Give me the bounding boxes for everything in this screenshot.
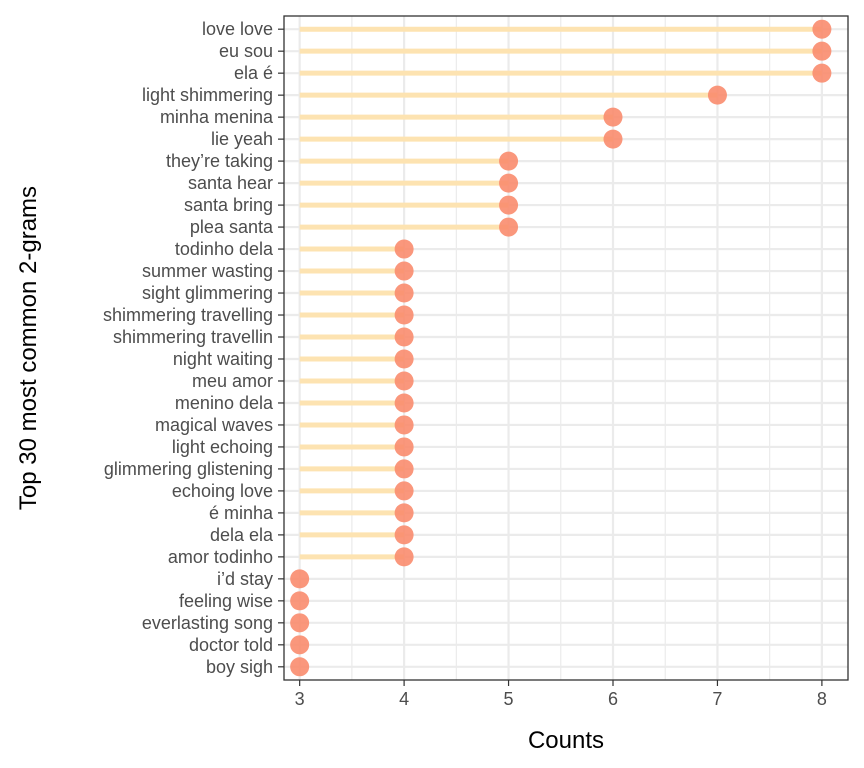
y-tick-label: meu amor	[192, 371, 273, 391]
y-tick-label: menino dela	[175, 393, 274, 413]
lollipop-point	[394, 459, 414, 479]
lollipop-point	[394, 261, 414, 281]
x-tick-label: 3	[295, 689, 305, 709]
lollipop-point	[394, 437, 414, 457]
y-tick-label: amor todinho	[168, 547, 273, 567]
lollipop-point	[394, 503, 414, 523]
x-tick-label: 7	[712, 689, 722, 709]
y-tick-label: love love	[202, 19, 273, 39]
lollipop-stems	[299, 26, 822, 560]
lollipop-point	[499, 173, 519, 193]
y-tick-label: light shimmering	[142, 85, 273, 105]
x-axis-title: Counts	[528, 727, 604, 754]
y-tick-label: ela é	[234, 63, 273, 83]
lollipop-point	[812, 41, 832, 61]
y-tick-label: é minha	[209, 503, 274, 523]
y-tick-label: plea santa	[190, 217, 274, 237]
y-tick-label: eu sou	[219, 41, 273, 61]
lollipop-point	[290, 591, 310, 611]
y-tick-label: boy sigh	[206, 657, 273, 677]
y-tick-label: echoing love	[172, 481, 273, 501]
lollipop-point	[394, 481, 414, 501]
lollipop-point	[499, 195, 519, 215]
y-tick-label: santa hear	[188, 173, 273, 193]
lollipop-point	[603, 129, 623, 149]
y-tick-label: magical waves	[155, 415, 273, 435]
x-tick-label: 8	[817, 689, 827, 709]
lollipop-point	[499, 151, 519, 171]
y-tick-label: glimmering glistening	[104, 459, 273, 479]
x-tick-label: 5	[504, 689, 514, 709]
y-tick-label: feeling wise	[179, 591, 273, 611]
lollipop-point	[499, 217, 519, 237]
x-tick-label: 6	[608, 689, 618, 709]
lollipop-point	[290, 613, 310, 633]
y-tick-label: todinho dela	[175, 239, 274, 259]
y-tick-label: santa bring	[184, 195, 273, 215]
y-tick-label: dela ela	[210, 525, 274, 545]
y-tick-label: light echoing	[172, 437, 273, 457]
lollipop-point	[394, 415, 414, 435]
x-axis-ticks: 3 4 5 6 7 8	[295, 680, 827, 709]
lollipop-point	[812, 19, 832, 39]
lollipop-point	[394, 547, 414, 567]
y-axis-title: Top 30 most common 2-grams	[15, 186, 42, 510]
lollipop-point	[394, 283, 414, 303]
lollipop-point	[290, 657, 310, 677]
lollipop-points	[290, 19, 832, 677]
lollipop-point	[707, 85, 727, 105]
lollipop-point	[394, 525, 414, 545]
y-tick-label: shimmering travelling	[103, 305, 273, 325]
lollipop-point	[812, 63, 832, 83]
lollipop-point	[394, 349, 414, 369]
x-tick-label: 4	[399, 689, 409, 709]
lollipop-point	[394, 371, 414, 391]
y-tick-label: minha menina	[160, 107, 274, 127]
y-tick-label: summer wasting	[142, 261, 273, 281]
lollipop-point	[290, 569, 310, 589]
y-tick-label: doctor told	[189, 635, 273, 655]
lollipop-point	[394, 327, 414, 347]
y-tick-label: lie yeah	[211, 129, 273, 149]
lollipop-point	[394, 239, 414, 259]
y-tick-label: night waiting	[173, 349, 273, 369]
lollipop-point	[394, 305, 414, 325]
lollipop-point	[394, 393, 414, 413]
panel-border	[283, 15, 849, 681]
y-tick-label: sight glimmering	[142, 283, 273, 303]
y-tick-label: i’d stay	[217, 569, 273, 589]
y-tick-label: they’re taking	[166, 151, 273, 171]
y-tick-label: everlasting song	[142, 613, 273, 633]
y-tick-label: shimmering travellin	[113, 327, 273, 347]
lollipop-point	[290, 635, 310, 655]
lollipop-point	[603, 107, 623, 127]
